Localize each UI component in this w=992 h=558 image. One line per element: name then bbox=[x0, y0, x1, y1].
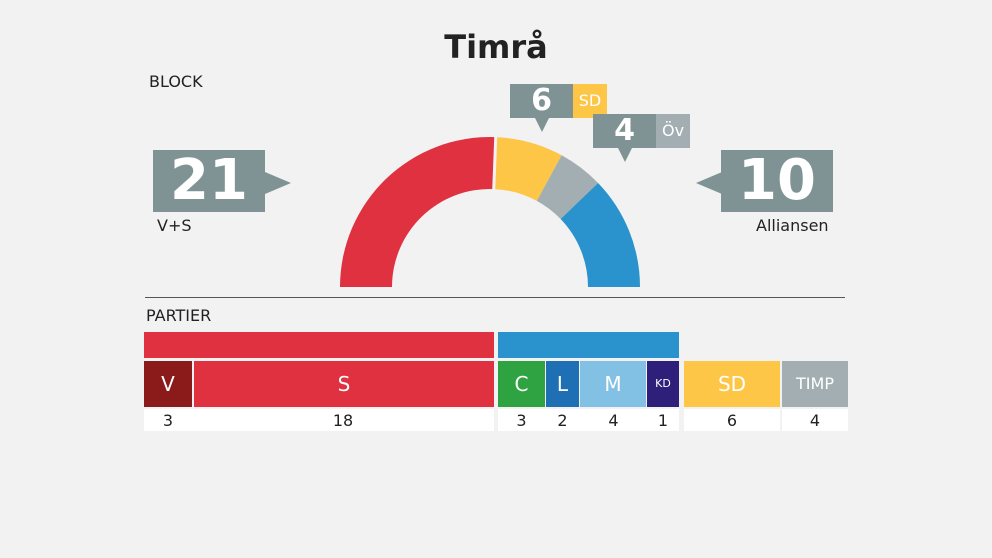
sd-callout-seats: 6 bbox=[510, 84, 573, 118]
hemicycle-chart bbox=[340, 136, 640, 287]
party-tile-c: C bbox=[498, 361, 545, 407]
party-tile-timp: TIMP bbox=[782, 361, 848, 407]
alliance-block-bar bbox=[498, 332, 679, 358]
seat-count-v: 3 bbox=[144, 409, 192, 431]
seat-count-timp: 4 bbox=[782, 409, 848, 431]
parties-section-label: PARTIER bbox=[146, 306, 212, 325]
party-tile-v: V bbox=[144, 361, 192, 407]
party-tile-kd: KD bbox=[647, 361, 679, 407]
seat-count-c: 3 bbox=[498, 409, 545, 431]
seat-count-m: 4 bbox=[580, 409, 647, 431]
party-tile-sd: SD bbox=[684, 361, 780, 407]
block-section-label: BLOCK bbox=[149, 72, 203, 91]
right-block-name: Alliansen bbox=[756, 216, 829, 235]
right-block-seats: 10 bbox=[721, 150, 833, 212]
ov-callout-pointer bbox=[618, 148, 632, 162]
hemicycle-segment--v bbox=[536, 155, 599, 220]
hemicycle-segment-sd bbox=[493, 137, 562, 201]
seat-count-l: 2 bbox=[545, 409, 580, 431]
seat-count-kd: 1 bbox=[647, 409, 679, 431]
sd-callout-tag: SD bbox=[573, 84, 607, 118]
party-tile-s: S bbox=[194, 361, 494, 407]
party-tile-m: M bbox=[580, 361, 646, 407]
hemicycle-segment-v-s bbox=[340, 137, 496, 287]
ov-callout-tag: Öv bbox=[656, 114, 690, 148]
hemicycle-segment-alliansen bbox=[560, 182, 640, 287]
hemicycle-separator bbox=[492, 136, 498, 191]
ov-callout-seats: 4 bbox=[593, 114, 656, 148]
sd-callout-pointer bbox=[535, 118, 549, 132]
seat-count-sd: 6 bbox=[684, 409, 780, 431]
divider bbox=[145, 297, 845, 298]
right-callout-pointer bbox=[696, 172, 722, 194]
party-tile-l: L bbox=[546, 361, 579, 407]
left-block-name: V+S bbox=[157, 216, 192, 235]
left-block-bar bbox=[144, 332, 494, 358]
left-callout-pointer bbox=[265, 172, 291, 194]
page-title: Timrå bbox=[444, 28, 548, 66]
left-block-seats: 21 bbox=[153, 150, 265, 212]
seat-count-s: 18 bbox=[192, 409, 494, 431]
